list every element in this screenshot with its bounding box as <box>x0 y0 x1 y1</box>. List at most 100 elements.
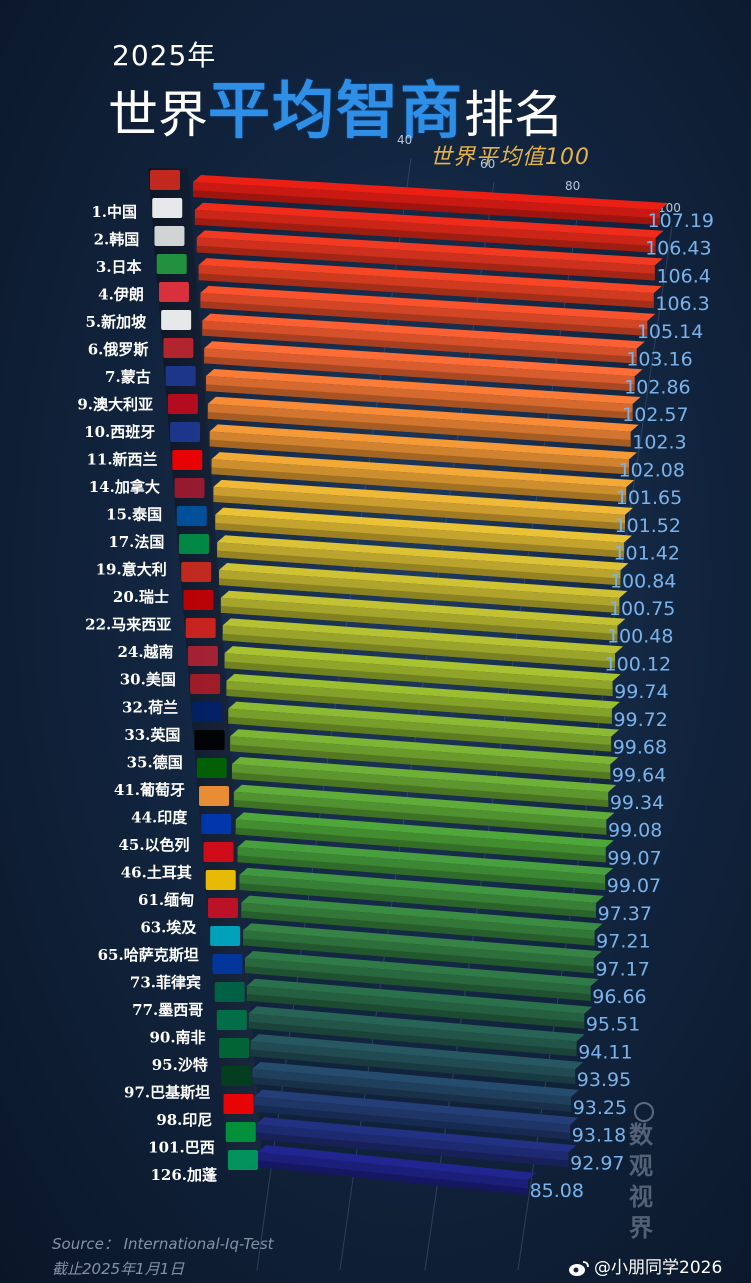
bar-shadow <box>198 273 654 309</box>
weibo-handle: @小朋同学2026 <box>568 1253 722 1278</box>
bar-value-label: 102.08 <box>618 459 684 481</box>
bar-shadow <box>217 550 621 586</box>
country-flag-icon <box>156 254 187 274</box>
bar-top-face <box>233 784 615 820</box>
country-rank-label: 19.意大利 <box>96 561 167 579</box>
bar-top-face <box>222 618 624 654</box>
bar-top-face <box>202 313 645 349</box>
country-rank-label: 17.法国 <box>108 533 164 551</box>
country-rank-label: 10.西班牙 <box>84 423 155 441</box>
bar-value-label: 100.75 <box>609 598 675 620</box>
country-rank-label: 77.墨西哥 <box>132 1001 203 1019</box>
country-flag-icon <box>196 758 227 778</box>
bar-value-label: 103.16 <box>626 349 692 371</box>
bar-value-label: 97.21 <box>596 931 650 953</box>
bar-value-label: 99.74 <box>614 681 668 703</box>
country-flag-icon <box>185 618 216 638</box>
bar-value-label: 96.66 <box>592 986 646 1008</box>
page-title: 世界平均智商排名 <box>108 60 564 147</box>
bar-top-face <box>239 867 604 903</box>
country-rank-label: 101.巴西 <box>148 1138 215 1156</box>
country-rank-label: 3.日本 <box>96 258 142 276</box>
bar-shadow <box>194 217 656 253</box>
country-flag-icon <box>205 870 236 890</box>
country-rank-label: 4.伊朗 <box>98 286 144 304</box>
country-flag-icon <box>167 394 198 414</box>
bar-top-face <box>228 701 620 737</box>
bar-value-label: 99.64 <box>612 764 666 786</box>
country-rank-label: 24.越南 <box>117 643 173 661</box>
country-rank-label: 11.新西兰 <box>86 451 157 469</box>
bar-value-label: 107.19 <box>648 210 714 232</box>
bar-shadow <box>232 772 609 807</box>
country-rank-label: 46.土耳其 <box>121 863 192 881</box>
bar-value-label: 85.08 <box>530 1180 584 1202</box>
bar-top-face <box>200 285 656 321</box>
bar-value-label: 99.08 <box>608 820 662 842</box>
country-flag-icon <box>181 562 212 582</box>
country-rank-label: 20.瑞士 <box>113 588 169 606</box>
bar-shadow <box>258 1160 528 1195</box>
country-flag-icon <box>210 926 241 946</box>
country-rank-label: 90.南非 <box>149 1028 205 1046</box>
watermark: 数观视界 <box>629 1121 653 1242</box>
bar-shadow <box>196 245 655 281</box>
country-flag-icon <box>207 898 238 918</box>
bar-shadow <box>228 716 612 752</box>
bar-value-label: 92.97 <box>570 1152 624 1174</box>
bar-value-label: 99.07 <box>607 875 661 897</box>
country-rank-label: 7.蒙古 <box>105 368 151 386</box>
title-suffix: 排名 <box>464 86 565 144</box>
bar-value-label: 100.48 <box>607 626 673 648</box>
bar-top-face <box>193 175 668 210</box>
bar-shadow <box>207 411 631 447</box>
bar-shadow <box>230 744 611 780</box>
bar-value-label: 97.37 <box>598 903 652 925</box>
bar-shadow <box>220 605 618 641</box>
bar-top-face <box>243 923 602 959</box>
country-flag-icon <box>183 590 214 610</box>
bar-top-face <box>226 673 620 709</box>
country-rank-label: 22.马来西亚 <box>85 616 171 634</box>
bar-shadow <box>256 1132 569 1168</box>
bar-shadow <box>222 633 616 669</box>
country-rank-label: 1.中国 <box>91 203 137 221</box>
title-highlight: 平均智商 <box>208 74 465 147</box>
country-flag-icon <box>176 506 207 526</box>
bar-value-label: 102.86 <box>624 376 690 398</box>
weibo-handle-text: @小朋同学2026 <box>594 1258 723 1278</box>
weibo-icon <box>569 1261 589 1276</box>
bar-shadow <box>219 578 620 613</box>
bar-value-label: 100.84 <box>610 570 676 592</box>
bar-shadow <box>215 522 624 558</box>
bar-top-face <box>241 895 603 931</box>
bar-shadow <box>233 799 607 835</box>
bar-shadow <box>226 689 612 724</box>
axis-tick-label: 80 <box>565 179 580 193</box>
country-flag-icon <box>178 534 209 554</box>
country-flag-icon <box>219 1038 250 1058</box>
bar-shadow <box>237 855 606 891</box>
bar-value-label: 93.25 <box>573 1097 627 1119</box>
country-flag-icon <box>158 282 189 302</box>
bar-value-label: 93.95 <box>577 1069 631 1091</box>
country-flag-icon <box>223 1094 254 1114</box>
bar-value-label: 101.52 <box>615 515 681 537</box>
bar-value-label: 99.07 <box>607 847 661 869</box>
country-rank-label: 98.印尼 <box>156 1111 212 1129</box>
axis-tick-label: 60 <box>480 157 495 171</box>
country-rank-label: 95.沙特 <box>152 1056 208 1074</box>
source-date: 截止2025年1月1日 <box>52 1260 185 1278</box>
bar-top-face <box>194 202 664 238</box>
country-flag-icon <box>203 842 234 862</box>
bar-shadow <box>248 1021 577 1057</box>
bar-shadow <box>224 661 613 697</box>
bar-top-face <box>220 590 626 626</box>
bar-value-label: 101.42 <box>613 543 679 565</box>
country-flag-icon <box>154 226 185 246</box>
country-rank-label: 32.荷兰 <box>122 698 178 716</box>
country-flag-icon <box>214 982 245 1002</box>
bar-top-face <box>232 757 617 792</box>
country-rank-label: 45.以色列 <box>118 836 189 854</box>
bar-value-label: 105.14 <box>637 321 703 343</box>
